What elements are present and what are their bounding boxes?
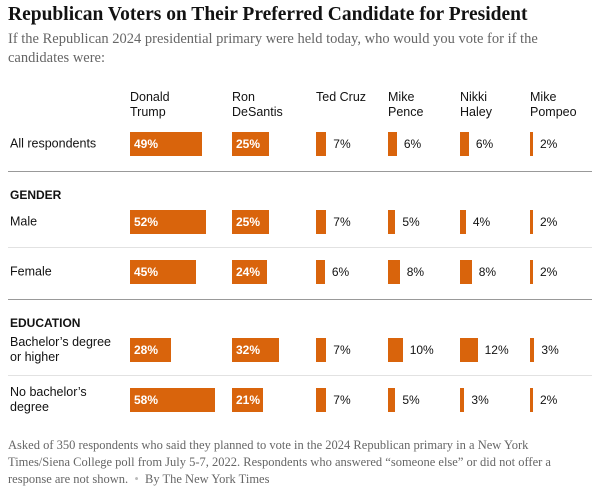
value-label: 8% bbox=[406, 265, 425, 279]
value-label: 5% bbox=[402, 215, 420, 229]
value-label: 24% bbox=[236, 265, 261, 279]
row-label: Male bbox=[10, 214, 38, 229]
row-label: Bachelor’s degree or higher bbox=[10, 335, 111, 364]
bar bbox=[232, 260, 268, 284]
bar bbox=[316, 388, 327, 412]
bar bbox=[530, 338, 535, 362]
value-label: 25% bbox=[236, 215, 261, 229]
value-label: 7% bbox=[333, 393, 351, 407]
row-label: All respondents bbox=[10, 136, 97, 151]
bar bbox=[316, 260, 325, 284]
value-label: 52% bbox=[134, 215, 159, 229]
bar bbox=[388, 388, 396, 412]
row-label: Female bbox=[10, 264, 52, 279]
value-label: 7% bbox=[333, 137, 351, 151]
value-label: 8% bbox=[478, 265, 497, 279]
group-separator bbox=[8, 299, 592, 300]
bar bbox=[388, 260, 400, 284]
value-label: 7% bbox=[333, 215, 351, 229]
row-label: No bachelor’s degree bbox=[10, 385, 87, 414]
value-label: 6% bbox=[403, 137, 422, 151]
value-label: 58% bbox=[134, 393, 159, 407]
value-label: 12% bbox=[484, 343, 509, 357]
value-label: 4% bbox=[472, 215, 491, 229]
value-label: 10% bbox=[409, 343, 434, 357]
bar bbox=[130, 338, 172, 362]
bar bbox=[130, 388, 216, 412]
column-header: Nikki Haley bbox=[460, 90, 492, 119]
bar bbox=[388, 132, 397, 156]
bar bbox=[232, 132, 269, 156]
bar bbox=[316, 338, 327, 362]
value-label: 2% bbox=[539, 137, 558, 151]
row-separator bbox=[8, 375, 592, 376]
bar bbox=[316, 132, 327, 156]
bar bbox=[316, 210, 327, 234]
value-label: 2% bbox=[539, 265, 558, 279]
bar bbox=[530, 260, 533, 284]
group-label: EDUCATION bbox=[10, 316, 81, 330]
bar bbox=[388, 210, 396, 234]
bar bbox=[460, 132, 469, 156]
bar bbox=[130, 260, 197, 284]
bar bbox=[232, 210, 269, 234]
value-label: 5% bbox=[402, 393, 420, 407]
value-label: 7% bbox=[333, 343, 351, 357]
value-label: 3% bbox=[541, 343, 559, 357]
bar bbox=[460, 260, 472, 284]
credit: By The New York Times bbox=[145, 472, 270, 486]
chart-subtitle: If the Republican 2024 presidential prim… bbox=[8, 31, 538, 66]
value-label: 28% bbox=[134, 343, 159, 357]
value-label: 45% bbox=[134, 265, 159, 279]
column-header: Ted Cruz bbox=[316, 90, 367, 104]
column-header: Ron DeSantis bbox=[232, 90, 283, 119]
column-header: Donald Trump bbox=[130, 90, 170, 119]
column-header: Mike Pompeo bbox=[530, 90, 577, 119]
column-header: Mike Pence bbox=[388, 90, 424, 119]
bar bbox=[232, 338, 280, 362]
bar bbox=[232, 388, 263, 412]
value-label: 32% bbox=[236, 343, 261, 357]
chart-title: Republican Voters on Their Preferred Can… bbox=[8, 4, 528, 25]
bar bbox=[460, 210, 466, 234]
value-label: 25% bbox=[236, 137, 261, 151]
value-label: 21% bbox=[236, 393, 261, 407]
bar bbox=[460, 388, 465, 412]
value-label: 6% bbox=[331, 265, 350, 279]
bar bbox=[530, 210, 533, 234]
bar bbox=[460, 338, 478, 362]
row-separator bbox=[8, 247, 592, 248]
value-label: 2% bbox=[539, 215, 558, 229]
value-label: 6% bbox=[475, 137, 494, 151]
bar bbox=[530, 388, 533, 412]
bar bbox=[130, 210, 207, 234]
value-label: 3% bbox=[471, 393, 489, 407]
group-separator bbox=[8, 171, 592, 172]
bar bbox=[530, 132, 533, 156]
value-label: 49% bbox=[134, 137, 159, 151]
bar bbox=[130, 132, 203, 156]
value-label: 2% bbox=[539, 393, 558, 407]
group-label: GENDER bbox=[10, 188, 62, 202]
note: Asked of 350 respondents who said they p… bbox=[8, 438, 551, 486]
bar bbox=[388, 338, 403, 362]
footnote: Asked of 350 respondents who said they p… bbox=[8, 438, 551, 486]
